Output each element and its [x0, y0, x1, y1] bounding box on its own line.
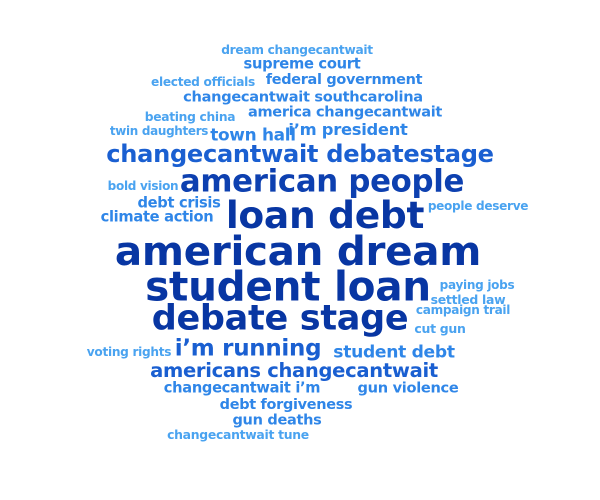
word-voting-rights: voting rights — [86, 344, 172, 359]
word-debate-stage: debate stage — [151, 297, 409, 339]
word-gun-deaths: gun deaths — [232, 412, 322, 429]
word-twin-daughters: twin daughters — [109, 124, 209, 139]
word-climate-action: climate action — [100, 208, 214, 226]
word-gun-violence: gun violence — [357, 379, 459, 397]
word-americans-changecantwait: americans changecantwait — [150, 359, 438, 383]
word-student-loan: student loan — [145, 262, 431, 311]
word-paying-jobs: paying jobs — [439, 277, 515, 292]
word-changecantwait-im: changecantwait i’m — [163, 379, 321, 397]
word-debt-crisis: debt crisis — [137, 194, 221, 212]
word-town-hall: town hall — [210, 124, 296, 145]
word-federal-government: federal government — [265, 71, 423, 88]
word-supreme-court: supreme court — [243, 55, 361, 73]
word-elected-officials: elected officials — [151, 74, 255, 89]
word-im-president: i’m president — [288, 119, 408, 139]
word-loan-debt: loan debt — [225, 193, 425, 238]
word-american-people: american people — [179, 163, 465, 200]
word-settled-law: settled law — [430, 291, 506, 307]
word-im-running: i’m running — [174, 335, 322, 362]
word-dream-changecantwait: dream changecantwait — [221, 42, 373, 57]
word-changecantwait-southcarolina: changecantwait southcarolina — [183, 88, 423, 106]
word-campaign-trail: campaign trail — [415, 302, 511, 317]
word-america-changecantwait: america changecantwait — [247, 104, 443, 121]
word-american-dream: american dream — [114, 226, 482, 275]
word-changecantwait-debatestage: changecantwait debatestage — [106, 139, 494, 168]
word-changecantwait-tune: changecantwait tune — [167, 426, 309, 442]
word-bold-vision: bold vision — [107, 178, 179, 193]
word-debt-forgiveness: debt forgiveness — [219, 396, 353, 413]
word-student-debt: student debt — [333, 342, 455, 363]
word-people-deserve: people deserve — [427, 198, 529, 213]
word-beating-china: beating china — [144, 109, 236, 124]
word-cut-gun: cut gun — [414, 320, 466, 336]
